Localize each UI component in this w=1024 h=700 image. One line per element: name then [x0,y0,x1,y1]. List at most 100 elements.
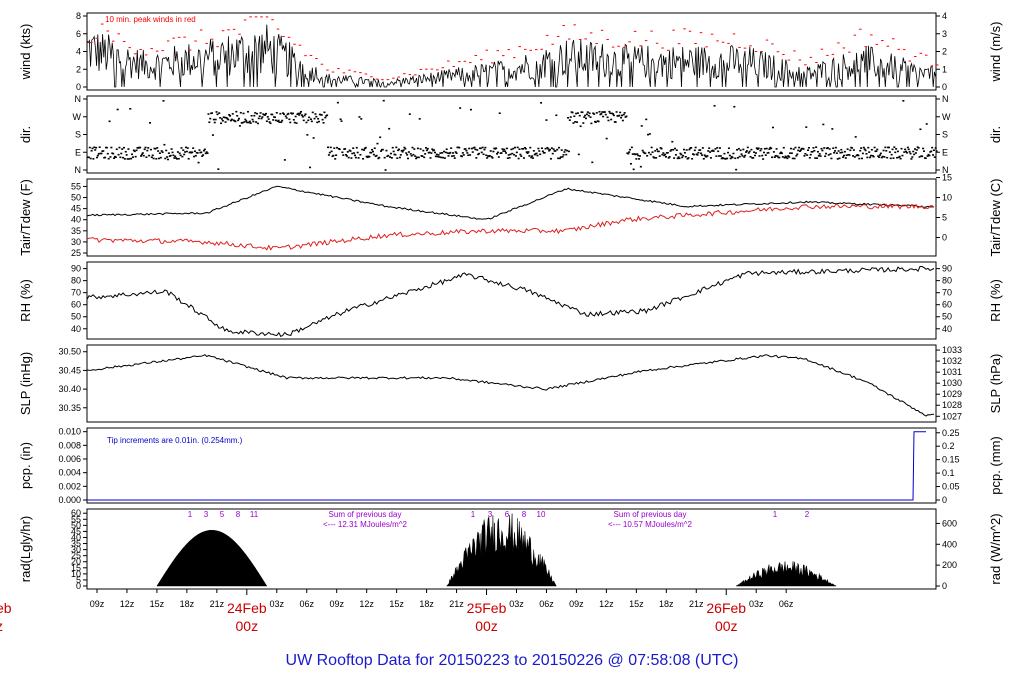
dir-point [548,149,551,152]
dir-point [176,151,179,153]
temp-left-tick-label: 40 [71,215,81,225]
dir-point [381,148,384,151]
dir-point [358,116,361,118]
rh-right-tick-label: 90 [942,264,952,274]
pcp-right-tick-label: 0.15 [942,455,960,465]
x-tick-label: 18z [659,599,674,609]
dir-point [732,152,735,155]
dir-point [727,147,730,150]
dir-point [355,146,358,149]
dir-point [121,148,124,150]
dir-point [259,112,262,114]
x-tick-label: 15z [629,599,644,609]
dir-point [843,150,846,153]
dir-point [834,150,837,152]
dir-point [231,113,234,115]
dir-point [264,112,267,115]
x-tick-label: 21z [210,599,225,609]
dir-point [738,155,741,158]
dir-point [503,148,506,151]
dir-point [447,155,450,157]
x-tick-label: 09z [90,599,105,609]
slp-left-tick-label: 30.45 [58,365,81,375]
dir-point [525,151,528,153]
dir-point [796,153,799,156]
x-axis: 09z 12z 15z 18z 21z 03z 06z 09z 12z 15z 18z 21z 03z 0… [0,589,794,634]
dir-point [559,156,562,158]
dir-point [252,120,255,123]
dir-point [194,154,197,157]
dir-point [390,157,393,159]
wind-right-tick-label: 0 [942,82,947,92]
dir-point [214,118,217,121]
dir-point [193,150,196,153]
dir-point [681,156,684,159]
dir-point [895,148,898,150]
dir-point [851,155,854,157]
dir-point [637,154,640,157]
dir-point [425,149,428,152]
rad-right-tick-label: 0 [942,581,947,591]
dir-point [577,153,580,156]
dir-point [589,116,592,118]
dir-point [820,147,823,150]
dir-point [531,155,534,157]
dir-point [935,150,938,152]
pcp-left-tick-label: 0.006 [58,454,81,464]
dir-point [650,146,653,149]
dir-point [716,146,719,149]
dir-point [890,153,893,156]
dir-point [220,122,223,125]
dir-point [496,153,499,155]
dir-point [462,154,465,156]
dir-point [522,157,525,159]
dir-point [653,157,656,159]
dir-point [822,123,825,126]
dir-point [359,153,362,156]
dir-point [326,114,329,117]
dir-right-tick-label: E [942,147,948,157]
dir-point [278,121,281,124]
dir-point [256,112,259,115]
x-tick-label: 21z [689,599,704,609]
dir-point [228,113,231,116]
dir-left-tick-label: W [73,112,82,122]
dir-point [174,155,177,158]
dir-point [692,153,695,156]
dir-point [568,119,571,121]
dir-point [334,158,337,160]
pcp-left-tick-label: 0.000 [58,495,81,505]
dir-point [906,146,909,149]
dir-point [229,115,232,117]
dir-point [478,152,481,155]
dir-point [308,116,311,119]
dir-point [615,111,618,113]
dir-point [167,152,170,154]
dir-point [198,149,201,151]
dir-point [641,149,644,152]
dir-point [896,156,899,159]
dir-point [303,114,306,117]
x-tick-label: 12z [359,599,374,609]
dir-point [783,156,786,159]
slp-right-tick-label: 1031 [942,367,962,377]
dir-point [560,149,563,151]
dir-point [669,150,672,152]
dir-point [132,149,135,152]
dir-point [547,148,550,150]
dir-point [333,147,336,150]
dir-point [814,157,817,159]
dir-point [229,119,232,122]
dir-point [373,147,376,150]
dir-point [122,156,125,159]
dir-point [611,113,614,115]
day-marker-label: 26Feb [706,600,746,616]
dir-point [860,157,863,160]
dir-point [467,154,470,157]
dir-point [336,146,339,149]
dir-point [908,151,911,153]
day-marker-sub: 00z [475,618,498,634]
dir-point [914,148,917,150]
dir-point [838,157,841,160]
dir-point [186,147,189,149]
